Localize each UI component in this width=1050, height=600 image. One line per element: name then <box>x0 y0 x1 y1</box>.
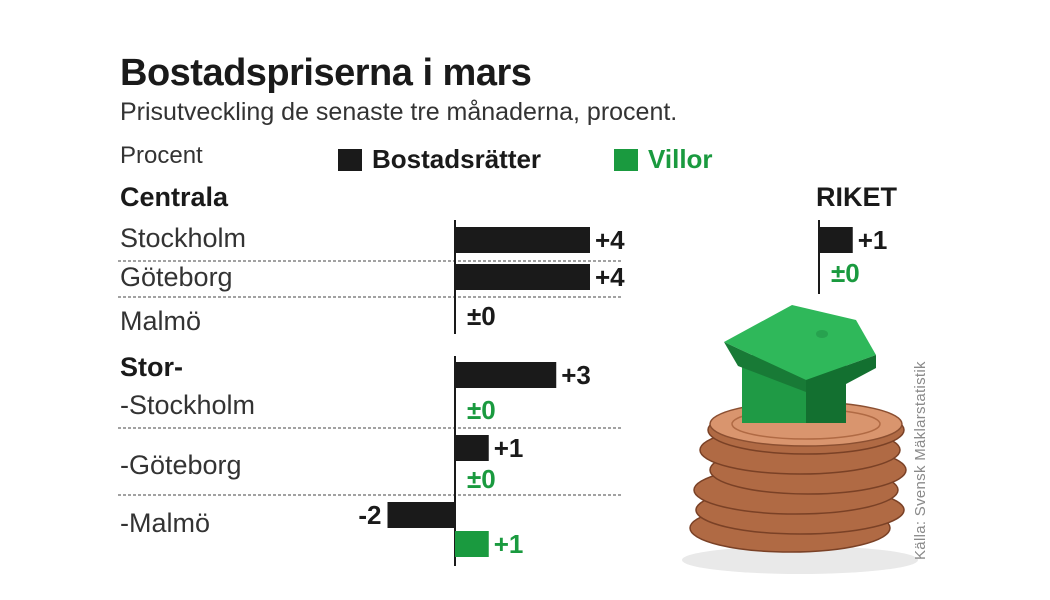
row-label-goteborg: Göteborg <box>120 262 233 292</box>
row-label-malmo: Malmö <box>120 306 202 336</box>
value-label-stor_sthlm_br: +3 <box>561 360 591 390</box>
row-label-stor-malmo: -Malmö <box>120 508 211 538</box>
value-label-stockholm: +4 <box>595 225 625 255</box>
bar-marks: +4+4±0+3±0+1±0-2+1+1±0 <box>358 225 887 559</box>
unit-label: Procent <box>120 142 203 169</box>
bar-riket_br <box>819 227 853 253</box>
value-label-stor_gbg_br: +1 <box>494 433 524 463</box>
row-label-stor-stockholm: -Stockholm <box>120 390 256 420</box>
value-label-stor_malmo_v: +1 <box>494 529 524 559</box>
source-note: Källa: Svensk Mäklarstatistik <box>912 361 929 560</box>
bar-stor_gbg_br <box>455 435 489 461</box>
value-label-riket_br: +1 <box>858 225 888 255</box>
legend-label-bostadsratter: Bostadsrätter <box>372 144 542 174</box>
value-label-stor_gbg_v: ±0 <box>467 464 496 494</box>
value-label-malmo: ±0 <box>467 301 496 331</box>
bar-stor_malmo_br <box>387 502 455 528</box>
value-label-stor_malmo_br: -2 <box>358 500 381 530</box>
chart-subtitle: Prisutveckling de senaste tre månaderna,… <box>120 98 678 126</box>
group-label-riket: RIKET <box>816 182 897 212</box>
value-label-riket_v: ±0 <box>831 258 860 288</box>
row-label-stockholm: Stockholm <box>120 223 247 253</box>
legend-label-villor: Villor <box>648 144 713 174</box>
group-label-stor: Stor- <box>120 352 183 382</box>
coin-house-illustration <box>682 305 918 574</box>
bar-stor_malmo_v <box>455 531 489 557</box>
row-label-stor-goteborg: -Göteborg <box>120 450 242 480</box>
bar-stor_sthlm_br <box>455 362 557 388</box>
row-dividers <box>118 260 622 496</box>
legend-item-villor: Villor <box>614 144 713 175</box>
legend-swatch-bostadsratter <box>338 148 362 171</box>
value-label-stor_sthlm_v: ±0 <box>467 395 496 425</box>
bar-goteborg <box>455 264 590 290</box>
legend-swatch-villor <box>614 148 638 171</box>
chart-title: Bostadspriserna i mars <box>120 52 532 94</box>
legend-item-bostadsratter: Bostadsrätter <box>338 144 541 175</box>
value-label-goteborg: +4 <box>595 262 625 292</box>
bar-stockholm <box>455 227 590 253</box>
group-label-centrala: Centrala <box>120 182 229 212</box>
